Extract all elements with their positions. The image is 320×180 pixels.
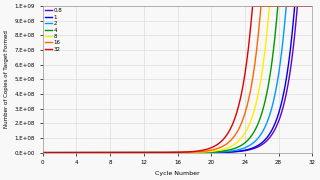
- 16: [303, 5, 307, 7]
- 16: [55, 152, 59, 154]
- 0.8: [253, 147, 257, 149]
- 8: [303, 5, 307, 7]
- 1: [303, 5, 307, 7]
- 4: [303, 5, 307, 7]
- 8: [253, 107, 257, 109]
- 2: [303, 5, 307, 7]
- 16: [165, 152, 169, 154]
- 2: [284, 5, 288, 7]
- 2: [253, 140, 257, 142]
- 16: [259, 5, 263, 7]
- 0.8: [55, 152, 59, 154]
- Line: 8: 8: [43, 6, 312, 153]
- 16: [253, 61, 257, 64]
- 32: [303, 5, 307, 7]
- Legend: 0.8, 1, 2, 4, 8, 16, 32: 0.8, 1, 2, 4, 8, 16, 32: [44, 8, 63, 52]
- Line: 1: 1: [43, 6, 312, 153]
- 4: [253, 129, 257, 131]
- 1: [293, 5, 297, 7]
- 32: [253, 5, 257, 7]
- 2: [55, 152, 59, 154]
- 1: [172, 152, 176, 154]
- 32: [310, 5, 314, 7]
- 8: [310, 5, 314, 7]
- 32: [251, 5, 254, 7]
- 8: [303, 5, 307, 7]
- 0.8: [303, 5, 307, 7]
- 16: [172, 151, 176, 154]
- Line: 2: 2: [43, 6, 312, 153]
- 4: [276, 5, 280, 7]
- 16: [310, 5, 314, 7]
- 16: [303, 5, 307, 7]
- 2: [310, 5, 314, 7]
- Line: 32: 32: [43, 6, 312, 153]
- 2: [165, 152, 169, 154]
- 0.8: [295, 5, 299, 7]
- Y-axis label: Number of Copies of Target Formed: Number of Copies of Target Formed: [4, 30, 9, 128]
- Line: 16: 16: [43, 6, 312, 153]
- 0.8: [41, 152, 45, 154]
- 8: [55, 152, 59, 154]
- Line: 0.8: 0.8: [43, 6, 312, 153]
- 2: [303, 5, 307, 7]
- 8: [268, 5, 271, 7]
- 32: [165, 151, 169, 154]
- 4: [165, 152, 169, 154]
- 0.8: [165, 152, 169, 154]
- 1: [303, 5, 307, 7]
- 1: [41, 152, 45, 154]
- Line: 4: 4: [43, 6, 312, 153]
- 4: [310, 5, 314, 7]
- 8: [172, 152, 176, 154]
- 1: [310, 5, 314, 7]
- 4: [172, 152, 176, 154]
- 2: [41, 152, 45, 154]
- 4: [41, 152, 45, 154]
- 32: [55, 152, 59, 154]
- 2: [172, 152, 176, 154]
- 0.8: [310, 5, 314, 7]
- 4: [303, 5, 307, 7]
- 32: [172, 151, 176, 154]
- 1: [253, 146, 257, 148]
- 32: [303, 5, 307, 7]
- 32: [41, 152, 45, 154]
- 4: [55, 152, 59, 154]
- 8: [41, 152, 45, 154]
- 0.8: [303, 5, 307, 7]
- X-axis label: Cycle Number: Cycle Number: [155, 171, 200, 176]
- 8: [165, 152, 169, 154]
- 1: [55, 152, 59, 154]
- 1: [165, 152, 169, 154]
- 16: [41, 152, 45, 154]
- 0.8: [172, 152, 176, 154]
